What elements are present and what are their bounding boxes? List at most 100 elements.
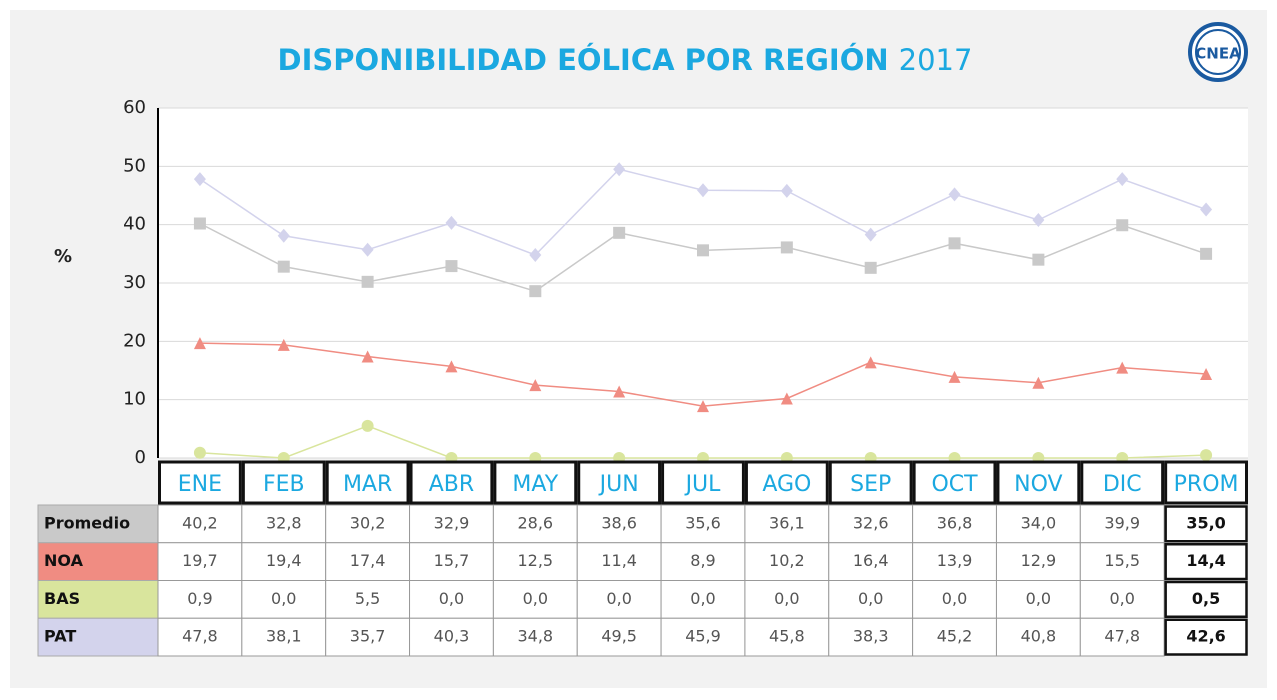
table-value: 40,2 <box>182 513 218 532</box>
marker <box>445 360 458 373</box>
table-value: 19,4 <box>266 551 302 570</box>
table-value: 35,0 <box>1186 513 1225 532</box>
marker <box>361 419 374 432</box>
table-value: 35,6 <box>685 513 721 532</box>
table-cell <box>744 504 830 544</box>
marker <box>193 337 206 350</box>
table-cell <box>828 617 914 657</box>
x-tick-label: AGO <box>762 472 811 497</box>
table-value: 0,0 <box>439 589 464 608</box>
marker <box>1116 361 1129 374</box>
header-cell <box>661 460 745 505</box>
marker <box>1200 368 1213 380</box>
x-tick-label: ABR <box>429 472 474 497</box>
x-tick-label: NOV <box>1014 472 1062 497</box>
marker <box>864 227 877 242</box>
table-cell <box>828 504 914 544</box>
table-value: 38,3 <box>853 627 889 646</box>
table-value: 38,6 <box>601 513 637 532</box>
marker <box>613 385 626 398</box>
marker <box>529 285 542 298</box>
header-cell <box>1080 460 1165 505</box>
marker <box>277 260 290 273</box>
y-tick-label: 50 <box>123 155 146 176</box>
table-cell <box>995 617 1081 657</box>
table-cell <box>1164 543 1248 581</box>
marker <box>1032 253 1045 266</box>
table-value: 34,0 <box>1021 513 1057 532</box>
table-value: 11,4 <box>601 551 637 570</box>
logo-inner-ring <box>1195 29 1241 75</box>
marker <box>864 356 877 369</box>
header-cell <box>828 460 913 505</box>
legend-cell <box>37 580 159 619</box>
y-axis-label: % <box>54 246 72 267</box>
table-cell <box>660 580 746 619</box>
marker <box>445 260 458 273</box>
table-cell <box>744 617 830 657</box>
marker <box>1200 202 1213 217</box>
legend-cell <box>37 542 159 581</box>
logo-text: CNEA <box>1195 45 1241 63</box>
legend-cell <box>37 617 159 657</box>
marker <box>697 244 709 257</box>
table-value: 36,1 <box>769 513 805 532</box>
header-cell <box>744 460 829 505</box>
table-value: 14,4 <box>1186 551 1225 570</box>
marker <box>780 241 793 254</box>
table-value: 8,9 <box>690 551 715 570</box>
table-cell <box>1079 504 1165 544</box>
header-cell <box>241 460 326 505</box>
header-cell <box>158 460 242 505</box>
marker <box>361 242 374 257</box>
marker <box>697 183 709 198</box>
table-value: 0,0 <box>1026 589 1051 608</box>
table-value: 0,0 <box>606 589 631 608</box>
y-tick-label: 20 <box>123 330 146 351</box>
table-value: 0,0 <box>523 589 548 608</box>
header-cell <box>1164 460 1248 505</box>
marker <box>529 379 542 392</box>
table-cell <box>828 580 914 619</box>
logo-ring <box>1188 22 1248 82</box>
x-tick-label: JUL <box>684 472 722 497</box>
marker <box>361 275 374 288</box>
table-value: 34,8 <box>517 627 553 646</box>
table-cell <box>409 542 494 581</box>
table-value: 45,2 <box>937 627 973 646</box>
table-cell <box>409 617 494 657</box>
x-tick-label: SEP <box>850 472 891 497</box>
table-cell <box>1164 580 1248 618</box>
table-cell <box>1164 505 1248 543</box>
table-value: 40,8 <box>1021 627 1057 646</box>
x-tick-label: DIC <box>1103 472 1142 497</box>
y-tick-label: 60 <box>123 97 146 118</box>
table-value: 30,2 <box>350 513 386 532</box>
table-cell <box>492 580 578 619</box>
marker <box>948 370 961 383</box>
table-value: 35,7 <box>350 627 386 646</box>
table-value: 19,7 <box>182 551 218 570</box>
marker <box>193 217 206 230</box>
table-cell <box>912 542 997 581</box>
marker <box>1032 376 1045 389</box>
marker <box>445 215 458 230</box>
header-cell <box>912 460 997 505</box>
table-value: 42,6 <box>1186 627 1225 646</box>
table-value: 47,8 <box>182 627 218 646</box>
marker <box>193 172 206 187</box>
marker <box>697 400 709 413</box>
table-value: 10,2 <box>769 551 805 570</box>
table-value: 0,0 <box>690 589 715 608</box>
x-tick-label: ENE <box>178 472 222 497</box>
table-cell <box>1164 618 1248 656</box>
y-tick-label: 10 <box>123 389 146 410</box>
table-value: 32,6 <box>853 513 889 532</box>
marker <box>613 226 626 239</box>
table-cell <box>576 617 662 657</box>
table-value: 38,1 <box>266 627 302 646</box>
table-cell <box>828 542 914 581</box>
legend-label: PAT <box>44 627 76 646</box>
marker <box>193 446 206 459</box>
